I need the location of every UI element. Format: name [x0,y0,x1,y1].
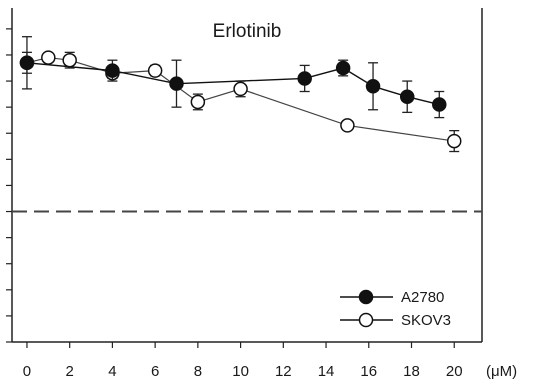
data-point-skov3 [147,63,163,78]
x-tick-label: 4 [108,363,116,380]
series-line-skov3 [26,56,455,142]
data-point-skov3 [190,94,206,110]
data-point-a2780 [105,63,120,78]
legend: A2780 SKOV3 [340,289,451,329]
chart-title: Erlotinib [213,21,282,42]
x-tick-label: 0 [23,363,31,380]
x-tick-label: 6 [151,363,159,380]
x-tick-label: 18 [403,363,420,380]
data-point-a2780 [365,79,381,94]
data-point-a2780 [169,76,184,91]
data-point-skov3 [446,133,462,149]
series-a2780 [19,36,447,119]
data-point-a2780 [399,89,415,104]
series-skov3 [19,50,462,153]
x-tick-label: 14 [318,363,335,380]
data-point-a2780 [335,60,351,76]
data-point-skov3 [41,50,56,65]
plot-frame [11,8,483,343]
data-point-skov3 [233,81,248,97]
y-ticks [6,28,12,343]
legend-label: SKOV3 [401,312,451,329]
x-unit-label: (μM) [486,363,517,380]
data-point-skov3 [340,118,355,133]
data-point-a2780 [297,71,312,86]
series-layer [19,36,462,153]
legend-marker [358,312,374,328]
x-tick-label: 10 [232,363,249,380]
legend-label: A2780 [401,289,444,306]
data-point-skov3 [62,52,77,68]
data-point-a2780 [432,97,447,112]
x-tick-label: 16 [360,363,377,380]
legend-marker [358,289,374,305]
data-point-a2780 [19,55,35,71]
x-tick-label: 12 [275,363,292,380]
x-tick-label: 2 [66,363,74,380]
x-ticks: 0 2 4 6 8 10 12 14 16 18 20 [23,342,463,380]
x-tick-label: 8 [194,363,202,380]
x-tick-label: 20 [446,363,463,380]
